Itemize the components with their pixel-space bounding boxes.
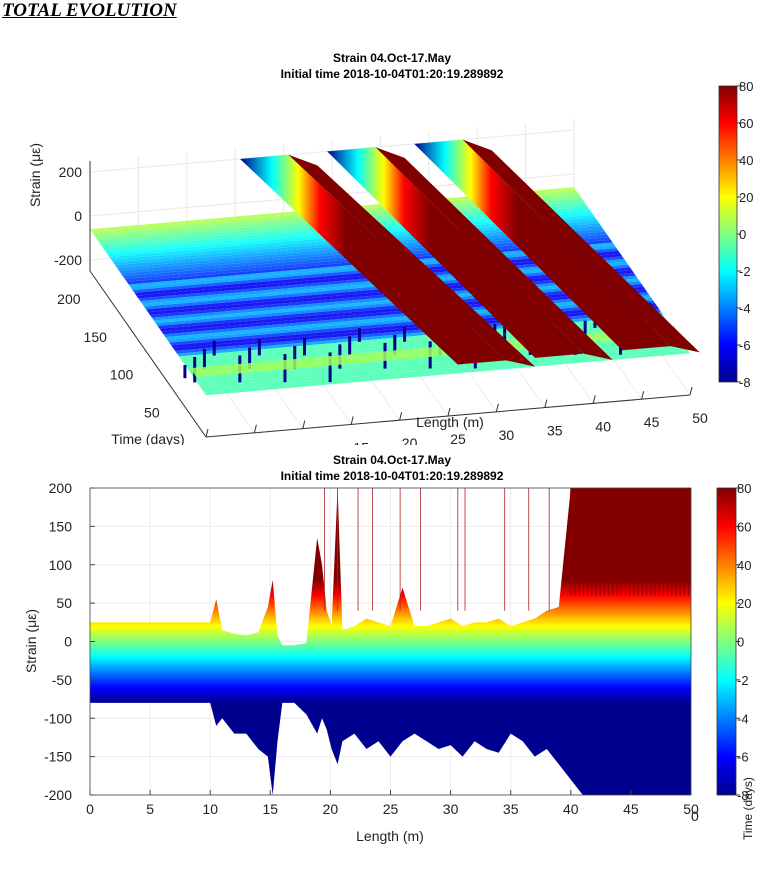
strain-envelope bbox=[90, 488, 691, 795]
x-tick-label: 15 bbox=[353, 439, 369, 445]
colorbar-tick-label: 20 bbox=[737, 596, 751, 611]
x-tick bbox=[495, 403, 499, 412]
y-axis-line bbox=[89, 270, 207, 438]
x-tick-label: 50 bbox=[692, 410, 708, 426]
chart-subtitle: Initial time 2018-10-04T01:20:19.289892 bbox=[281, 469, 504, 483]
z-tick-label: -200 bbox=[54, 252, 82, 268]
colorbar bbox=[718, 85, 738, 383]
surface-ridge-top bbox=[375, 147, 613, 360]
chart-title: Strain 04.Oct-17.May bbox=[333, 453, 451, 467]
colorbar-label: Time (days) bbox=[741, 777, 755, 840]
y-tick-label: 100 bbox=[110, 367, 134, 383]
colorbar-tick-label: 40 bbox=[739, 153, 753, 168]
x-tick-label: 45 bbox=[623, 801, 639, 817]
y-axis-label: Time (days) bbox=[111, 431, 184, 445]
x-tick bbox=[641, 391, 645, 400]
x-tick-label: 0 bbox=[86, 801, 94, 817]
x-tick bbox=[302, 420, 306, 429]
colorbar-tick-label: 0 bbox=[739, 227, 746, 242]
y-tick-label: 0 bbox=[64, 634, 72, 650]
x-tick-label: 10 bbox=[202, 801, 218, 817]
x-tick bbox=[447, 407, 451, 417]
colorbar-tick-label: -4 bbox=[739, 301, 751, 316]
chart-title: Strain 04.Oct-17.May bbox=[333, 51, 451, 65]
colorbar-tick-label: -2 bbox=[739, 264, 751, 279]
strain-area-chart: 0 5 10 15 20 25 30 35 40 45 50200150100500-50-100-… bbox=[23, 453, 755, 844]
surface-band bbox=[200, 344, 687, 390]
colorbar-tick-label: -6 bbox=[739, 338, 751, 353]
y-tick-label: 150 bbox=[49, 518, 73, 534]
x-tick-label: 40 bbox=[563, 801, 579, 817]
x-tick bbox=[544, 399, 548, 408]
x-tick-label: 30 bbox=[499, 427, 515, 443]
y-tick-label: 50 bbox=[56, 595, 72, 611]
x-tick-label: 25 bbox=[450, 431, 466, 445]
x-tick-label: 20 bbox=[402, 435, 418, 445]
y-tick-label: 50 bbox=[144, 404, 160, 420]
y-tick-label: -200 bbox=[44, 787, 72, 803]
x-tick-label: 5 bbox=[146, 801, 154, 817]
colorbar-bottom-value: 0 bbox=[691, 808, 699, 824]
colorbar-tick-label: 80 bbox=[739, 79, 753, 94]
colorbar-tick-label: -8 bbox=[737, 788, 749, 803]
colorbar-tick-label: 40 bbox=[737, 558, 751, 573]
surface-ridge-top bbox=[462, 139, 700, 353]
x-tick-label: 35 bbox=[547, 423, 563, 439]
x-tick bbox=[689, 386, 693, 396]
colorbar-tick-label: -2 bbox=[737, 673, 749, 688]
x-tick bbox=[253, 424, 257, 433]
x-tick bbox=[399, 412, 403, 421]
y-tick-label: 200 bbox=[57, 291, 81, 307]
x-tick-label: 30 bbox=[443, 801, 459, 817]
surface-band bbox=[204, 350, 691, 396]
surface-3d-chart: 05101520253035404550050100150200-2000200… bbox=[27, 51, 753, 445]
page-heading: TOTAL EVOLUTION bbox=[2, 0, 177, 21]
y-tick-label: 100 bbox=[49, 557, 73, 573]
x-tick-label: 45 bbox=[644, 414, 660, 430]
colorbar bbox=[716, 487, 737, 796]
colorbar-tick-label: 20 bbox=[739, 190, 753, 205]
x-tick bbox=[350, 416, 354, 425]
z-axis-label: Strain (με) bbox=[27, 143, 43, 207]
y-tick-label: -100 bbox=[44, 710, 72, 726]
colorbar-tick-label: -4 bbox=[737, 711, 749, 726]
y-tick-label: 0 bbox=[178, 442, 186, 445]
x-tick-label: 50 bbox=[683, 801, 699, 817]
y-tick-label: 150 bbox=[84, 329, 108, 345]
colorbar-tick-label: -6 bbox=[737, 750, 749, 765]
x-tick bbox=[205, 428, 209, 438]
chart-subtitle: Initial time 2018-10-04T01:20:19.289892 bbox=[281, 67, 504, 81]
x-tick-label: 25 bbox=[383, 801, 399, 817]
y-tick-label: -50 bbox=[52, 672, 72, 688]
colorbar-tick-label: 80 bbox=[737, 481, 751, 496]
surface-ridge-top bbox=[288, 154, 536, 367]
x-axis-label: Length (m) bbox=[416, 414, 484, 430]
colorbar-tick-label: 60 bbox=[737, 519, 751, 534]
surface-band bbox=[202, 347, 689, 393]
x-axis-label: Length (m) bbox=[356, 828, 424, 844]
y-axis-label: Strain (με) bbox=[23, 609, 39, 673]
surface-ridge bbox=[414, 139, 671, 351]
y-tick-label: -150 bbox=[44, 749, 72, 765]
x-tick-label: 40 bbox=[595, 418, 611, 434]
surface-ridge bbox=[327, 147, 584, 358]
x-tick-label: 35 bbox=[503, 801, 519, 817]
z-tick-label: 0 bbox=[74, 208, 82, 224]
x-tick bbox=[592, 395, 596, 404]
colorbar-tick-label: 60 bbox=[739, 116, 753, 131]
colorbar-tick-label: -8 bbox=[739, 375, 751, 390]
colorbar-tick-label: 0 bbox=[737, 635, 744, 650]
x-tick-label: 20 bbox=[323, 801, 339, 817]
x-tick-label: 10 bbox=[305, 444, 321, 445]
z-tick-label: 200 bbox=[59, 164, 83, 180]
surface-ridge bbox=[240, 154, 507, 365]
y-tick-label: 200 bbox=[49, 480, 73, 496]
x-tick-label: 15 bbox=[263, 801, 279, 817]
